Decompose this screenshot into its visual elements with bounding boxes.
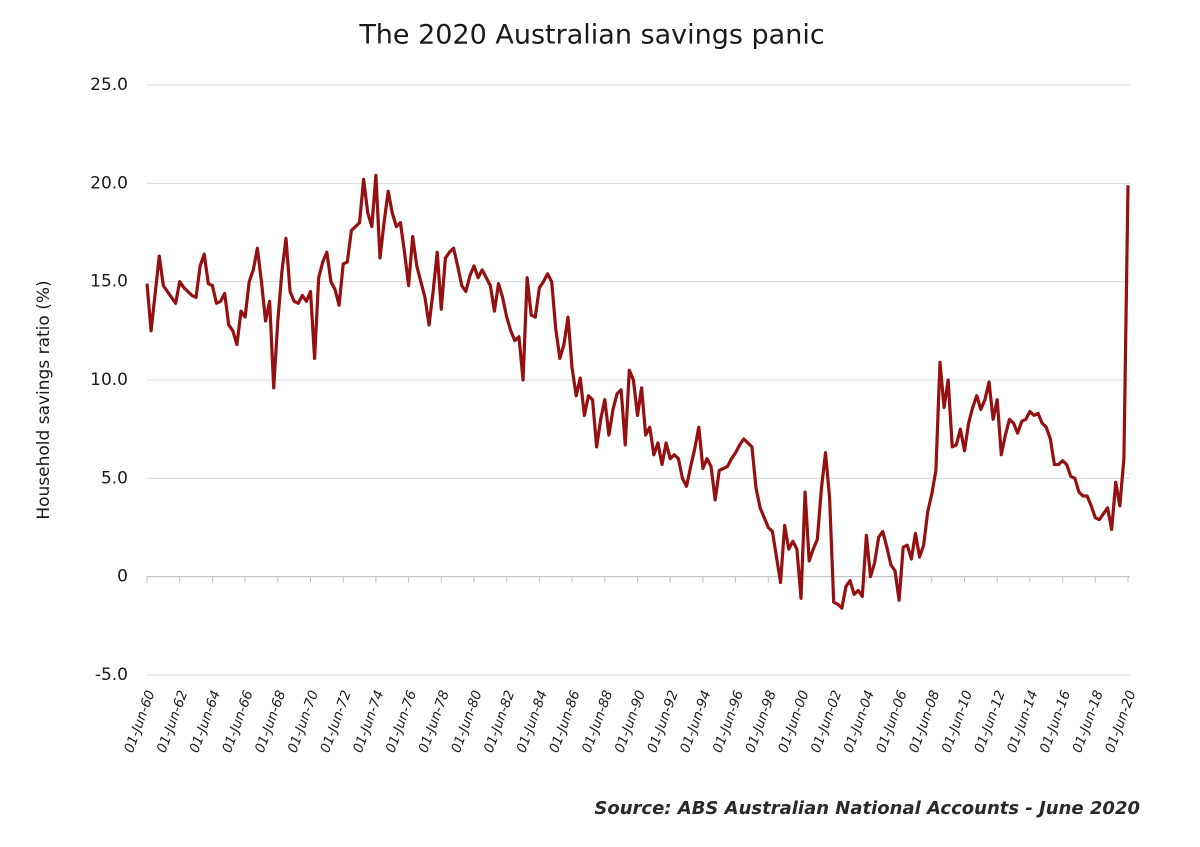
x-tick-label: 01-Jun-74 (350, 688, 387, 755)
x-tick-label: 01-Jun-72 (317, 688, 354, 755)
x-tick-label: 01-Jun-14 (1004, 688, 1041, 755)
x-tick-label: 01-Jun-00 (775, 688, 812, 755)
x-tick-label: 01-Jun-78 (415, 688, 452, 755)
x-tick-label: 01-Jun-16 (1037, 688, 1074, 755)
source-note: Source: ABS Australian National Accounts… (594, 798, 1140, 819)
x-tick-label: 01-Jun-80 (448, 688, 485, 755)
x-tick-label: 01-Jun-02 (808, 688, 845, 755)
x-tick-label: 01-Jun-12 (971, 688, 1008, 755)
x-tick-label: 01-Jun-66 (219, 688, 256, 755)
y-tick-label: 15.0 (90, 272, 128, 292)
x-tick-label: 01-Jun-06 (873, 688, 910, 755)
y-tick-label: 10.0 (90, 370, 128, 390)
x-tick-label: 01-Jun-68 (252, 688, 289, 755)
data-line (145, 173, 1130, 610)
x-tick-label: 01-Jun-10 (939, 688, 976, 755)
x-tick-label: 01-Jun-62 (154, 688, 191, 755)
x-tick-label: 01-Jun-90 (612, 688, 649, 755)
x-tick-label: 01-Jun-94 (677, 688, 714, 755)
x-tick-label: 01-Jun-76 (383, 688, 420, 755)
x-tick-label: 01-Jun-08 (906, 688, 943, 755)
y-tick-label: -5.0 (95, 665, 128, 685)
x-tick-label: 01-Jun-18 (1069, 688, 1106, 755)
x-tick-label: 01-Jun-88 (579, 688, 616, 755)
x-tick-label: 01-Jun-96 (710, 688, 747, 755)
x-tick-label: 01-Jun-70 (285, 688, 322, 755)
y-tick-label: 0 (117, 567, 128, 587)
y-tick-label: 5.0 (101, 468, 128, 488)
x-tick-label: 01-Jun-60 (121, 688, 158, 755)
x-tick-label: 01-Jun-04 (841, 688, 878, 755)
y-tick-label: 25.0 (90, 75, 128, 95)
x-tick-label: 01-Jun-64 (187, 688, 224, 755)
x-tick-label: 01-Jun-82 (481, 688, 518, 755)
x-tick-label: 01-Jun-84 (514, 688, 551, 755)
x-tick-label: 01-Jun-20 (1102, 688, 1139, 755)
y-tick-label: 20.0 (90, 173, 128, 193)
chart-title: The 2020 Australian savings panic (358, 20, 824, 51)
x-tick-label: 01-Jun-86 (546, 688, 583, 755)
y-axis-label: Household savings ratio (%) (34, 280, 54, 519)
x-tick-label: 01-Jun-92 (644, 688, 681, 755)
x-tick-label: 01-Jun-98 (742, 688, 779, 755)
